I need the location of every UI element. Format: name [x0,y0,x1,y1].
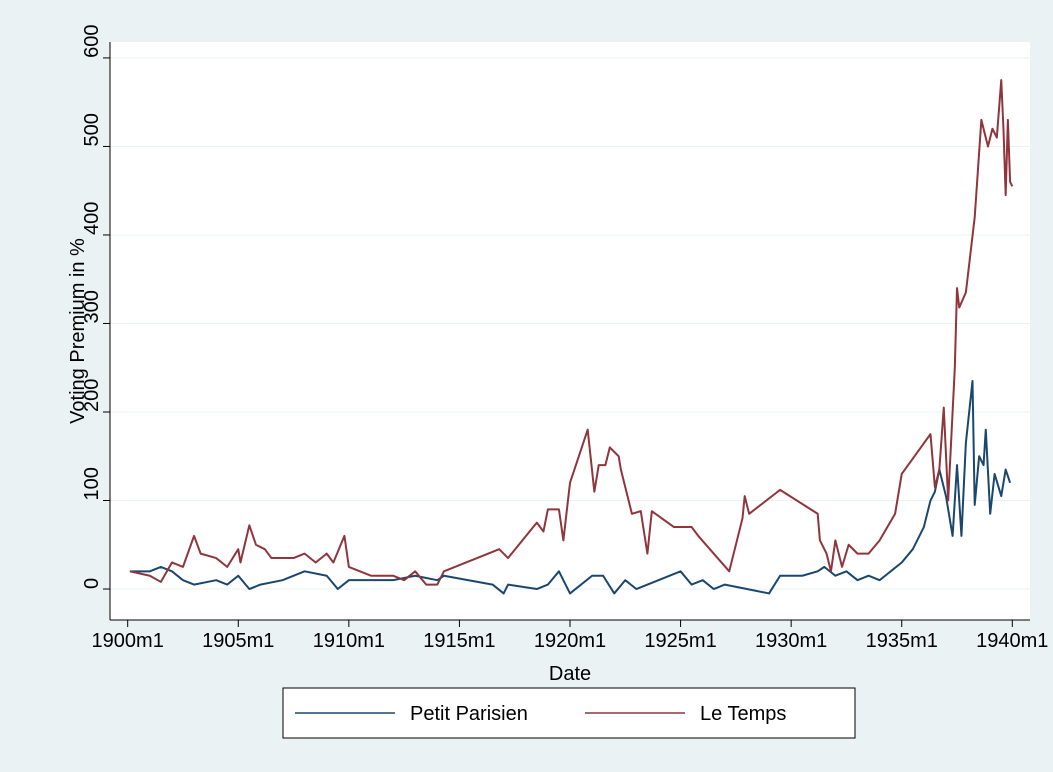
x-tick-label: 1900m1 [92,630,164,652]
series-line [129,380,1012,595]
legend-label: Le Temps [700,703,786,725]
legend-label: Petit Parisien [410,703,528,725]
x-tick-label: 1905m1 [202,630,274,652]
y-tick-label: 500 [81,113,103,146]
x-tick-label: 1920m1 [534,630,606,652]
y-tick-label: 400 [81,202,103,235]
y-tick-label: 600 [81,25,103,58]
y-tick-label: 0 [81,578,103,589]
x-tick-label: 1915m1 [423,630,495,652]
x-tick-label: 1940m1 [976,630,1048,652]
legend [282,687,856,739]
x-tick-label: 1930m1 [755,630,827,652]
x-tick-label: 1935m1 [866,630,938,652]
y-axis-label: Voting Premium in % [67,238,89,424]
series-line [129,79,1014,586]
x-tick-label: 1925m1 [644,630,716,652]
y-tick-label: 100 [81,467,103,500]
x-axis-label: Date [549,663,591,685]
x-tick-label: 1910m1 [313,630,385,652]
y-tick-label: 200 [81,379,103,412]
y-tick-label: 300 [81,290,103,323]
plot-area [110,42,1030,620]
